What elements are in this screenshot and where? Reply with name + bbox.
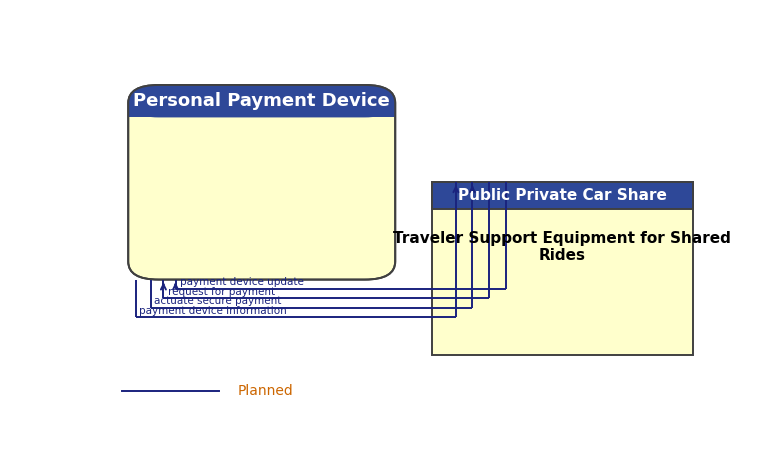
Text: payment device update: payment device update xyxy=(180,277,305,287)
Text: Public Private Car Share: Public Private Car Share xyxy=(457,188,666,203)
Bar xyxy=(431,182,693,209)
Bar xyxy=(128,100,395,117)
Text: request for payment: request for payment xyxy=(168,286,276,297)
Bar xyxy=(431,182,693,209)
Bar xyxy=(431,183,693,355)
FancyBboxPatch shape xyxy=(128,85,395,117)
FancyBboxPatch shape xyxy=(128,85,395,279)
Text: Planned: Planned xyxy=(237,384,293,398)
Text: Traveler Support Equipment for Shared
Rides: Traveler Support Equipment for Shared Ri… xyxy=(393,231,731,263)
Text: payment device information: payment device information xyxy=(139,306,287,315)
Text: actuate secure payment: actuate secure payment xyxy=(153,296,281,306)
Text: Personal Payment Device: Personal Payment Device xyxy=(133,92,390,110)
